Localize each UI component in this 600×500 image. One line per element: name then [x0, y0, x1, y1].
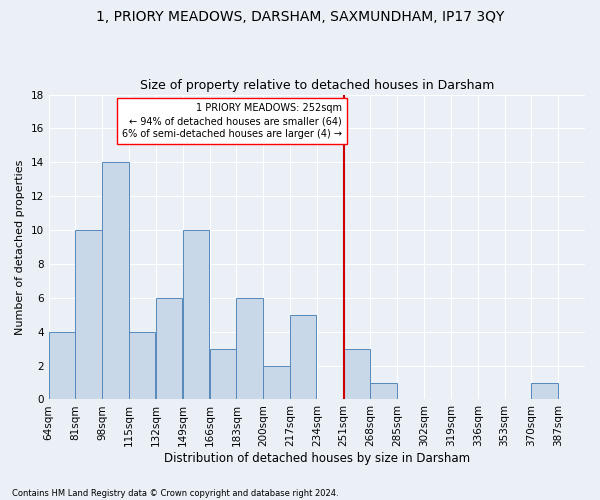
Bar [76, 230, 102, 400]
Text: 1, PRIORY MEADOWS, DARSHAM, SAXMUNDHAM, IP17 3QY: 1, PRIORY MEADOWS, DARSHAM, SAXMUNDHAM, … [96, 10, 504, 24]
Bar [290, 315, 316, 400]
Bar [532, 382, 558, 400]
Bar [156, 298, 182, 400]
Bar [103, 162, 128, 400]
Bar [49, 332, 75, 400]
Bar [263, 366, 290, 400]
Bar [129, 332, 155, 400]
Bar [209, 348, 236, 400]
Bar [344, 348, 370, 400]
Bar [183, 230, 209, 400]
Bar [370, 382, 397, 400]
Y-axis label: Number of detached properties: Number of detached properties [15, 160, 25, 334]
Title: Size of property relative to detached houses in Darsham: Size of property relative to detached ho… [140, 79, 494, 92]
Text: 1 PRIORY MEADOWS: 252sqm
← 94% of detached houses are smaller (64)
6% of semi-de: 1 PRIORY MEADOWS: 252sqm ← 94% of detach… [122, 103, 342, 140]
X-axis label: Distribution of detached houses by size in Darsham: Distribution of detached houses by size … [164, 452, 470, 465]
Text: Contains HM Land Registry data © Crown copyright and database right 2024.: Contains HM Land Registry data © Crown c… [12, 488, 338, 498]
Bar [236, 298, 263, 400]
